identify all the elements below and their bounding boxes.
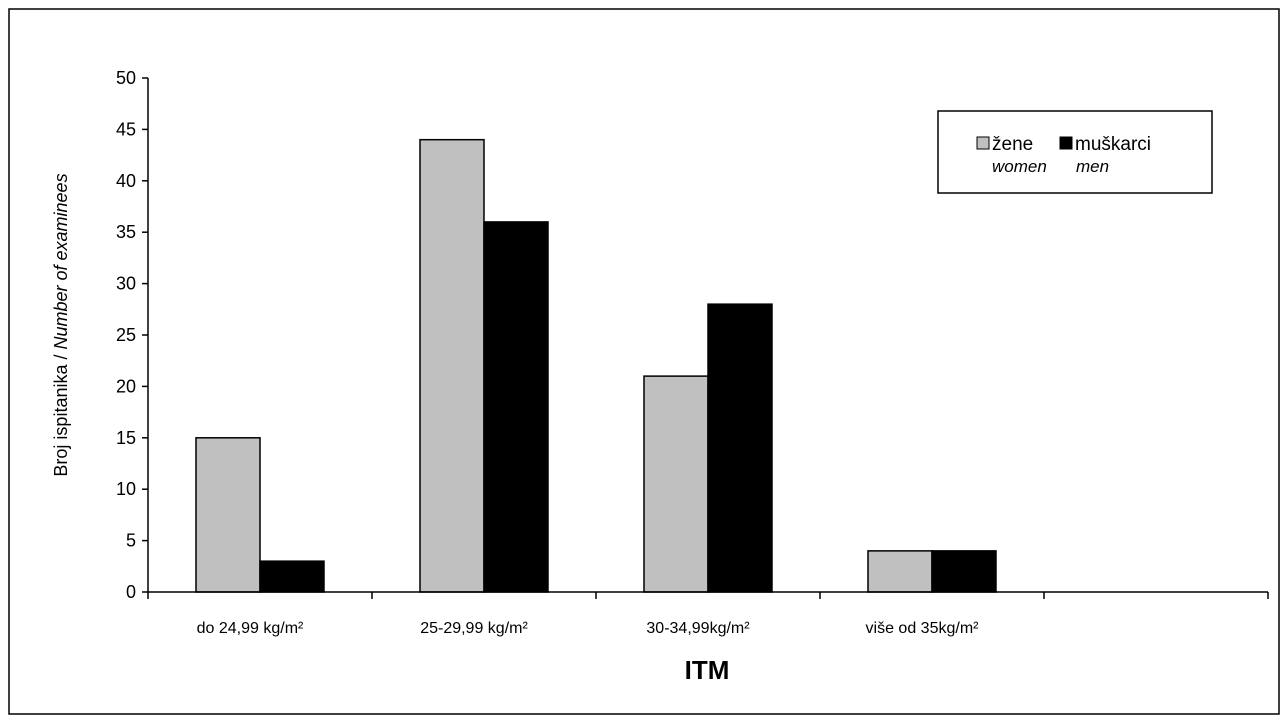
x-axis-title: ITM bbox=[685, 655, 730, 685]
x-category-label: 30-34,99kg/m² bbox=[646, 620, 750, 637]
legend-sublabel-men: men bbox=[1076, 157, 1109, 176]
x-category-label: više od 35kg/m² bbox=[866, 620, 980, 637]
y-tick-label: 40 bbox=[116, 171, 136, 191]
bar-muskarci bbox=[931, 550, 997, 593]
legend-label-zene: žene bbox=[992, 134, 1033, 155]
bar-zene bbox=[643, 375, 709, 593]
legend-label-muskarci: muškarci bbox=[1075, 134, 1151, 155]
y-axis-title: Broj ispitanika / Number of examinees bbox=[51, 173, 71, 476]
y-tick-label: 35 bbox=[116, 222, 136, 242]
y-tick-label: 5 bbox=[126, 531, 136, 551]
y-tick-label: 15 bbox=[116, 428, 136, 448]
y-tick-label: 10 bbox=[116, 479, 136, 499]
bar-muskarci bbox=[259, 560, 325, 593]
y-tick-label: 20 bbox=[116, 376, 136, 396]
bar-muskarci bbox=[483, 221, 549, 593]
y-tick-label: 0 bbox=[126, 582, 136, 602]
y-tick-label: 30 bbox=[116, 274, 136, 294]
bar-zene bbox=[867, 550, 933, 593]
legend-swatch-zene bbox=[976, 136, 990, 150]
y-tick-label: 45 bbox=[116, 119, 136, 139]
x-axis: do 24,99 kg/m² 25-29,99 kg/m² 30-34,99kg/m… bbox=[147, 591, 1269, 637]
x-category-label: do 24,99 kg/m² bbox=[197, 620, 304, 637]
bar-zene bbox=[419, 138, 485, 593]
x-category-label: 25-29,99 kg/m² bbox=[420, 620, 528, 637]
bar-zene bbox=[195, 437, 261, 593]
y-tick-label: 50 bbox=[116, 68, 136, 88]
legend-swatch-muskarci bbox=[1059, 136, 1073, 150]
y-axis: 0 5 10 15 20 25 30 35 40 45 50 bbox=[116, 68, 149, 602]
legend-sublabel-women: women bbox=[992, 157, 1047, 176]
bars-group bbox=[195, 138, 997, 593]
bar-muskarci bbox=[707, 303, 773, 593]
legend: žene muškarci women men bbox=[937, 110, 1213, 194]
legend-box bbox=[937, 110, 1213, 194]
y-tick-label: 25 bbox=[116, 325, 136, 345]
